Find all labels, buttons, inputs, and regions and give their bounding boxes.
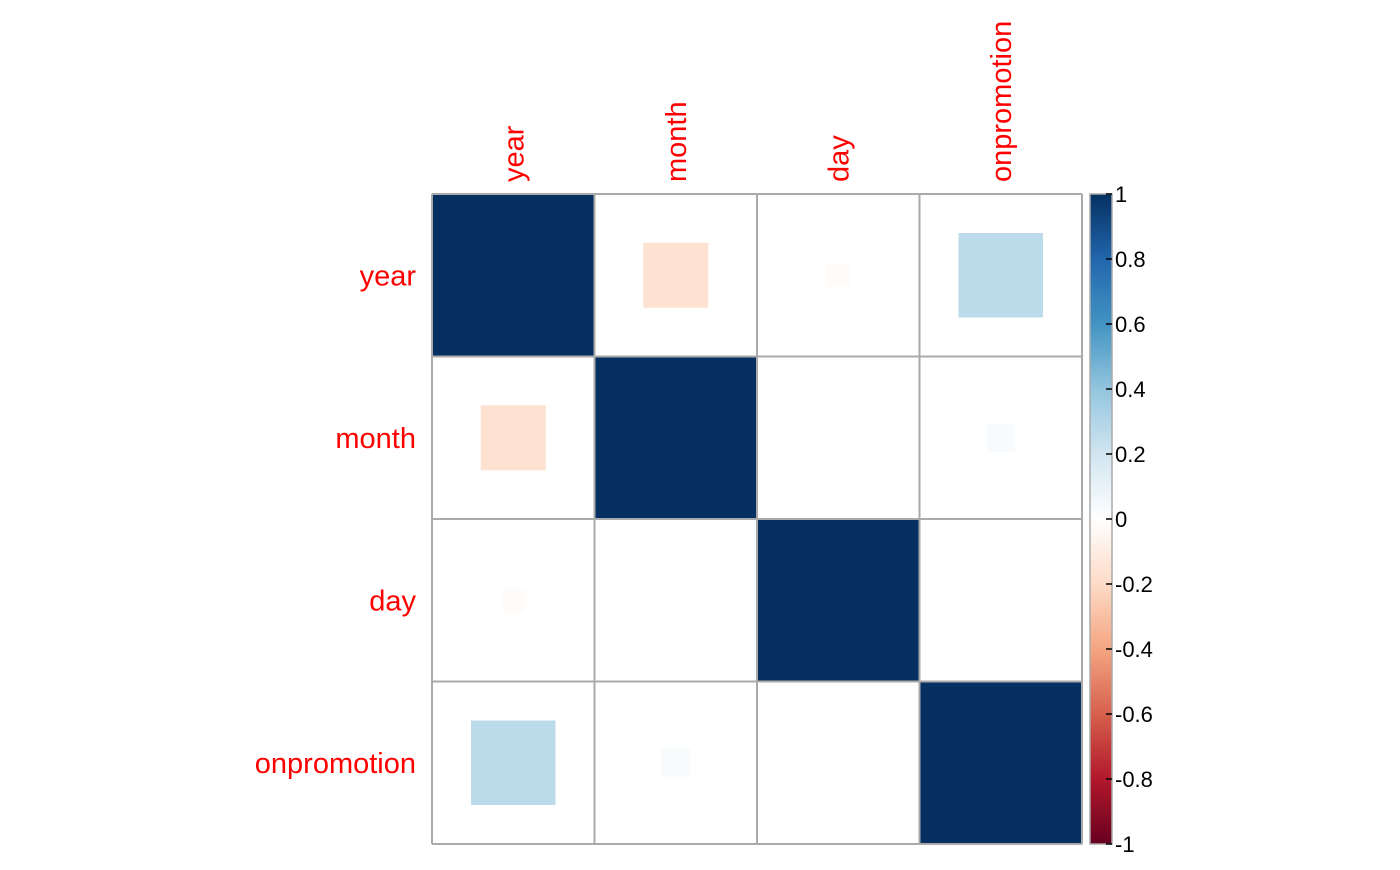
colorbar: 1 0.8 0.6 0.4 0.2 0 -0.2 -0.4 -0.6 -0.8 -1 xyxy=(1089,182,1153,857)
cell-year-onpromotion xyxy=(958,233,1043,318)
colorbar-tick-label: 0 xyxy=(1115,507,1127,532)
cell-day-onpromotion xyxy=(997,596,1005,604)
cell-year-year xyxy=(432,194,595,357)
row-label-year: year xyxy=(360,260,417,292)
column-label-month: month xyxy=(661,101,693,182)
cell-onpromotion-onpromotion xyxy=(919,681,1082,844)
cell-onpromotion-day xyxy=(834,759,842,767)
cell-month-onpromotion xyxy=(986,423,1015,452)
row-label-month: month xyxy=(335,423,416,455)
row-label-onpromotion: onpromotion xyxy=(255,748,416,780)
labels-layer: year month day onpromotion year month day onpro… xyxy=(255,21,1018,780)
colorbar-tick-label: 1 xyxy=(1115,182,1127,207)
cell-day-year xyxy=(501,588,525,612)
cell-day-month xyxy=(671,595,681,605)
column-label-year: year xyxy=(498,125,530,182)
colorbar-tick-label: -1 xyxy=(1115,832,1135,857)
colorbar-tick-label: -0.8 xyxy=(1115,767,1153,792)
cell-month-month xyxy=(594,356,757,519)
cell-onpromotion-year xyxy=(471,720,556,805)
cell-day-day xyxy=(757,519,920,682)
cell-month-day xyxy=(833,433,843,443)
colorbar-tick-label: 0.8 xyxy=(1115,247,1146,272)
colorbar-tick-label: -0.2 xyxy=(1115,572,1153,597)
cell-month-year xyxy=(480,405,546,471)
column-label-onpromotion: onpromotion xyxy=(986,21,1018,182)
colorbar-tick-label: -0.4 xyxy=(1115,637,1153,662)
colorbar-tick-label: 0.2 xyxy=(1115,442,1146,467)
cell-year-day xyxy=(826,263,850,287)
cells-layer xyxy=(432,194,1082,844)
column-label-day: day xyxy=(823,135,855,182)
grid-layer xyxy=(431,193,1083,845)
colorbar-tick-label: 0.6 xyxy=(1115,312,1146,337)
cell-onpromotion-month xyxy=(661,748,690,777)
row-label-day: day xyxy=(369,585,416,617)
cell-year-month xyxy=(643,242,709,308)
colorbar-tick-label: -0.6 xyxy=(1115,702,1153,727)
colorbar-tick-label: 0.4 xyxy=(1115,377,1146,402)
